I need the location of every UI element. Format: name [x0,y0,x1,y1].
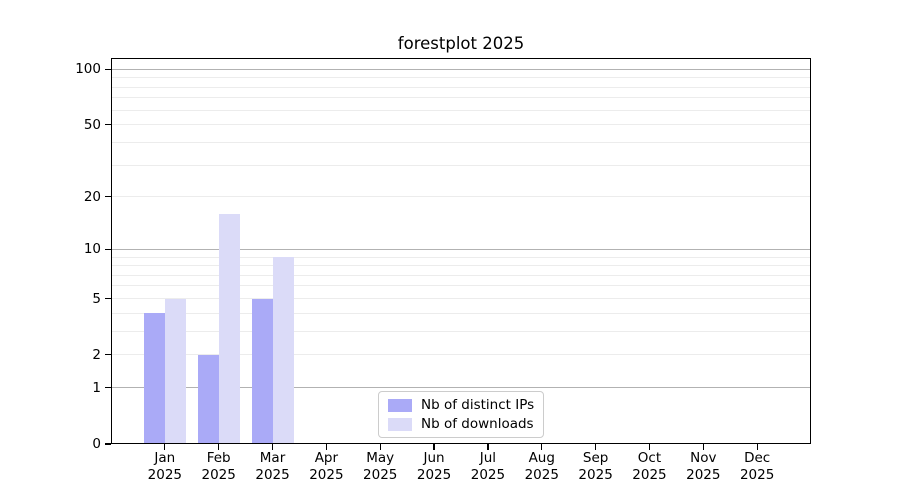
gridline-minor-9 [111,256,811,258]
y-tick-label-100: 100 [75,61,101,78]
gridline-major-10 [111,248,811,250]
bar-layer [111,58,811,444]
x-tick-label-oct: Oct 2025 [632,450,667,483]
y-tick-20 [105,196,111,198]
y-tick-50 [105,124,111,126]
x-tick-jan [164,444,166,450]
x-tick-apr [325,444,328,450]
plot-area [111,58,811,444]
gridline-major-1 [111,387,811,389]
x-tick-jun [433,444,435,450]
x-tick-label-aug: Aug 2025 [524,450,559,483]
x-tick-label-dec: Dec 2025 [739,450,775,483]
bar-distinct-ips-mar [251,298,273,444]
gridline-minor-90 [111,77,811,79]
gridline-minor-60 [111,109,811,111]
y-tick-label-1: 1 [92,379,101,396]
x-tick-nov [702,444,704,450]
y-tick-label-5: 5 [92,290,101,307]
x-tick-label-mar: Mar 2025 [255,450,290,483]
bar-downloads-mar [272,257,294,444]
gridline-minor-5 [111,298,811,299]
gridline-minor-2 [111,354,811,356]
gridline-minor-20 [111,196,811,198]
gridline-minor-8 [111,265,811,267]
y-tick-10 [105,248,111,250]
chart-title: forestplot 2025 [397,34,525,53]
legend-label: Nb of distinct IPs [421,397,535,413]
legend-swatch-distinct-ips [388,398,412,412]
x-tick-oct [648,444,651,450]
gridline-minor-6 [111,285,811,287]
y-tick-2 [105,354,111,356]
y-tick-label-2: 2 [92,346,101,363]
legend-swatch-downloads [388,417,412,431]
bar-downloads-jan [164,298,186,444]
gridline-major-100 [111,68,811,70]
x-tick-jul [487,444,489,450]
grid-layer [111,58,811,444]
y-tick-100 [105,68,111,70]
x-tick-label-jun: Jun 2025 [416,450,452,483]
x-tick-may [379,444,381,450]
y-tick-label-20: 20 [83,188,101,205]
x-tick-label-nov: Nov 2025 [686,450,721,483]
x-tick-dec [756,444,758,450]
y-tick-1 [105,387,111,389]
x-tick-sep [594,444,597,450]
gridline-minor-70 [111,97,811,99]
y-tick-label-10: 10 [83,241,101,258]
legend: Nb of distinct IPs Nb of downloads [378,391,544,438]
y-tick-label-50: 50 [83,116,101,133]
y-tick-0 [105,443,111,445]
x-tick-feb [218,444,220,450]
gridline-minor-7 [111,274,811,276]
bar-distinct-ips-feb [197,354,219,444]
x-tick-label-sep: Sep 2025 [578,450,613,483]
gridline-minor-4 [111,312,811,314]
y-tick-label-0: 0 [92,436,101,452]
x-tick-label-may: May 2025 [363,450,398,483]
x-tick-aug [541,444,543,450]
gridline-minor-3 [111,330,811,332]
legend-item-downloads: Nb of downloads [388,416,534,432]
gridline-minor-50 [111,124,811,126]
gridline-minor-80 [111,86,811,88]
legend-label: Nb of downloads [421,416,534,432]
x-tick-label-feb: Feb 2025 [201,450,236,483]
gridline-minor-30 [111,164,811,166]
x-tick-mar [271,444,274,450]
gridline-minor-40 [111,141,811,143]
legend-item-distinct-ips: Nb of distinct IPs [388,397,534,413]
bar-downloads-feb [218,213,240,444]
x-tick-label-jul: Jul 2025 [470,450,506,483]
x-tick-label-jan: Jan 2025 [147,450,183,483]
bar-distinct-ips-jan [143,313,165,444]
x-tick-label-apr: Apr 2025 [309,450,344,483]
y-tick-5 [105,297,111,300]
